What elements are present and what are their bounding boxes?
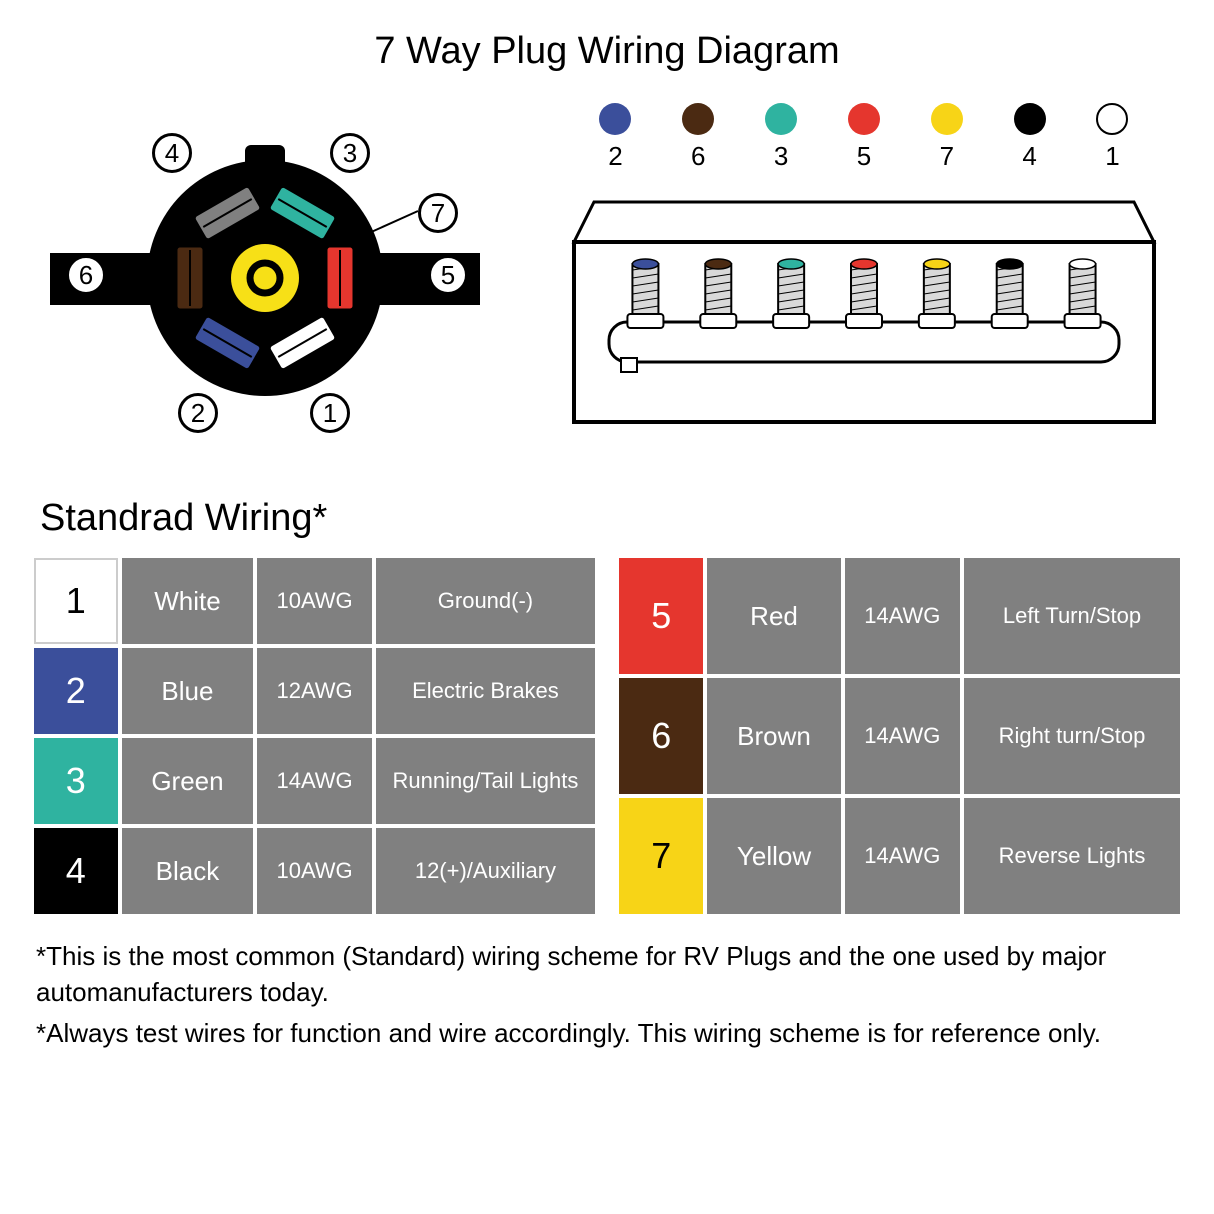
legend-dot-3: 3 xyxy=(765,103,797,172)
section-title: Standrad Wiring* xyxy=(40,497,1184,540)
pin-label-1: 1 xyxy=(310,393,350,433)
pin-label-2: 2 xyxy=(178,393,218,433)
pin-label-5: 5 xyxy=(428,255,468,295)
page-title: 7 Way Plug Wiring Diagram xyxy=(30,30,1184,73)
table-row: 1White10AWGGround(-) xyxy=(34,558,595,644)
table-row: 5Red14AWGLeft Turn/Stop xyxy=(619,558,1180,674)
table-row: 7Yellow14AWGReverse Lights xyxy=(619,798,1180,914)
legend-dot-4: 4 xyxy=(1014,103,1046,172)
table-row: 2Blue12AWGElectric Brakes xyxy=(34,648,595,734)
table-row: 4Black10AWG12(+)/Auxiliary xyxy=(34,828,595,914)
wiring-table-right: 5Red14AWGLeft Turn/Stop6Brown14AWGRight … xyxy=(615,554,1184,918)
pin-label-6: 6 xyxy=(66,255,106,295)
footnote-line: *This is the most common (Standard) wiri… xyxy=(36,938,1184,1011)
legend-dot-7: 7 xyxy=(931,103,963,172)
pin-label-3: 3 xyxy=(330,133,370,173)
pin-label-4: 4 xyxy=(152,133,192,173)
pin-label-7: 7 xyxy=(418,193,458,233)
legend-dot-5: 5 xyxy=(848,103,880,172)
junction-area: 2635741 xyxy=(544,103,1184,457)
table-row: 3Green14AWGRunning/Tail Lights xyxy=(34,738,595,824)
legend-dot-6: 6 xyxy=(682,103,714,172)
legend-dot-2: 2 xyxy=(599,103,631,172)
junction-box-svg xyxy=(544,182,1184,452)
plug-diagram: 1 2 3 4 5 6 7 xyxy=(30,103,504,443)
wiring-table-left: 1White10AWGGround(-)2Blue12AWGElectric B… xyxy=(30,554,599,918)
legend-dots: 2635741 xyxy=(544,103,1184,172)
tables-wrap: 1White10AWGGround(-)2Blue12AWGElectric B… xyxy=(30,554,1184,918)
footnotes: *This is the most common (Standard) wiri… xyxy=(36,938,1184,1051)
legend-dot-1: 1 xyxy=(1096,103,1128,172)
table-row: 6Brown14AWGRight turn/Stop xyxy=(619,678,1180,794)
footnote-line: *Always test wires for function and wire… xyxy=(36,1015,1184,1051)
top-section: 1234567 2635741 xyxy=(30,103,1184,457)
